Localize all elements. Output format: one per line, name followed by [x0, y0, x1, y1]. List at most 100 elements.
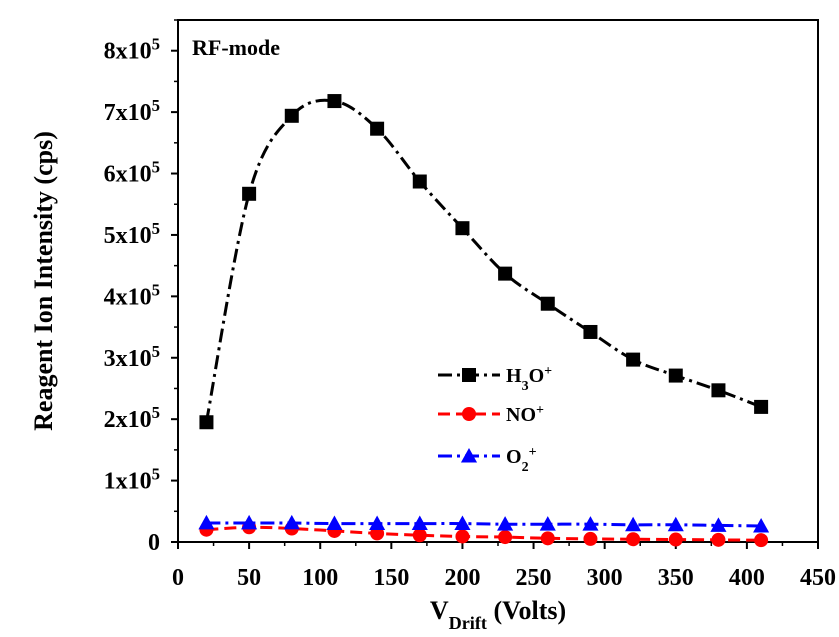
data-point-square	[370, 121, 385, 136]
y-tick-label: 2x105	[104, 403, 160, 434]
legend-label-part: NO	[506, 404, 536, 426]
data-point-triangle	[369, 515, 386, 531]
y-tick-label: 3x105	[104, 341, 160, 372]
data-point-triangle	[198, 514, 215, 530]
data-point-circle	[754, 533, 769, 548]
data-point-triangle	[667, 516, 684, 532]
x-tick-label: 250	[516, 565, 552, 591]
data-point-square	[284, 108, 299, 123]
plot-frame	[177, 19, 819, 543]
data-point-circle	[462, 407, 476, 421]
data-point-circle	[498, 530, 513, 545]
data-point-triangle	[582, 516, 599, 531]
x-tick-label: 300	[587, 565, 623, 591]
legend-label-part: +	[536, 403, 544, 418]
series-triangle	[198, 514, 770, 533]
y-tick-label: 4x105	[104, 280, 160, 311]
y-tick-exponent: 5	[152, 157, 160, 176]
y-tick-exponent: 5	[152, 464, 160, 483]
legend-label: NO+	[506, 403, 544, 427]
x-label-subscript: Drift	[449, 613, 487, 633]
data-point-square	[412, 174, 427, 189]
legend-label-part: H	[506, 365, 522, 387]
chart-annotation: RF-mode	[192, 35, 280, 60]
y-tick-exponent: 5	[152, 341, 160, 360]
y-tick-label: 5x105	[104, 218, 160, 249]
y-tick-exponent: 5	[152, 96, 160, 115]
legend-label-part: +	[544, 364, 552, 379]
data-point-triangle	[497, 516, 514, 531]
x-axis: 0 50 100 150 200 250 300 350 400 450	[172, 542, 836, 591]
data-point-square	[242, 186, 257, 201]
y-tick-base: 4x10	[104, 284, 152, 310]
y-tick-base: 8x10	[104, 39, 152, 65]
data-point-triangle	[326, 515, 343, 531]
x-axis-label: VDrift (Volts)	[430, 596, 566, 633]
data-point-square	[626, 352, 641, 367]
y-tick-base: 5x10	[104, 223, 152, 249]
y-tick-label: 7x105	[104, 96, 160, 127]
x-tick-label: 200	[444, 565, 480, 591]
y-tick-base: 1x10	[104, 469, 152, 495]
legend-label-part: O	[529, 365, 545, 387]
data-point-square	[583, 324, 598, 339]
y-tick-label: 0	[148, 530, 160, 556]
x-tick-label: 0	[172, 565, 184, 591]
y-tick-base: 7x10	[104, 100, 152, 126]
data-point-circle	[540, 531, 555, 546]
x-label-main: V	[430, 596, 449, 625]
y-tick-base: 6x10	[104, 162, 152, 188]
y-tick-label: 6x105	[104, 157, 160, 188]
data-point-circle	[583, 531, 598, 546]
data-point-circle	[626, 532, 641, 547]
data-point-square	[711, 383, 726, 398]
data-point-circle	[455, 529, 470, 544]
y-tick-base: 0	[148, 530, 160, 556]
data-point-triangle	[454, 515, 471, 531]
data-point-square	[498, 266, 513, 281]
legend: H3O+NO+O2+	[438, 364, 552, 475]
y-tick-exponent: 5	[152, 218, 160, 237]
x-tick-label: 400	[729, 565, 765, 591]
series-square	[199, 94, 769, 430]
x-tick-label: 350	[658, 565, 694, 591]
series-layer	[198, 94, 770, 548]
data-point-circle	[668, 532, 683, 547]
data-point-circle	[711, 532, 726, 547]
y-tick-label: 8x105	[104, 34, 160, 65]
data-point-triangle	[710, 517, 727, 532]
x-tick-label: 100	[302, 565, 338, 591]
data-point-triangle	[283, 514, 300, 530]
y-tick-exponent: 5	[152, 34, 160, 53]
data-point-square	[462, 368, 476, 382]
legend-label-part: 3	[522, 379, 529, 394]
data-point-triangle	[539, 516, 556, 531]
x-tick-label: 150	[373, 565, 409, 591]
data-point-triangle	[753, 517, 770, 533]
data-point-square	[540, 296, 555, 311]
y-axis-label: Reagent Ion Intensity (cps)	[29, 131, 58, 431]
x-tick-label: 50	[237, 565, 261, 591]
x-label-rest: (Volts)	[487, 596, 566, 625]
y-axis: 01x1052x1053x1054x1055x1056x1057x1058x10…	[104, 19, 178, 556]
series-line	[206, 525, 762, 542]
legend-label-part: 2	[522, 460, 529, 475]
legend-label: H3O+	[506, 364, 552, 394]
legend-label-part: O	[506, 446, 522, 468]
data-point-square	[327, 94, 342, 109]
x-tick-label: 450	[800, 565, 836, 591]
data-point-triangle	[411, 515, 428, 531]
data-point-square	[199, 415, 214, 430]
data-point-triangle	[625, 516, 642, 532]
y-tick-exponent: 5	[152, 280, 160, 299]
y-tick-base: 2x10	[104, 407, 152, 433]
y-tick-base: 3x10	[104, 346, 152, 372]
data-point-square	[754, 399, 769, 414]
data-point-triangle	[460, 447, 478, 463]
data-point-square	[455, 221, 470, 236]
data-point-circle	[412, 528, 427, 543]
y-tick-label: 1x105	[104, 464, 160, 495]
y-tick-exponent: 5	[152, 403, 160, 422]
legend-label-part: +	[529, 445, 537, 460]
